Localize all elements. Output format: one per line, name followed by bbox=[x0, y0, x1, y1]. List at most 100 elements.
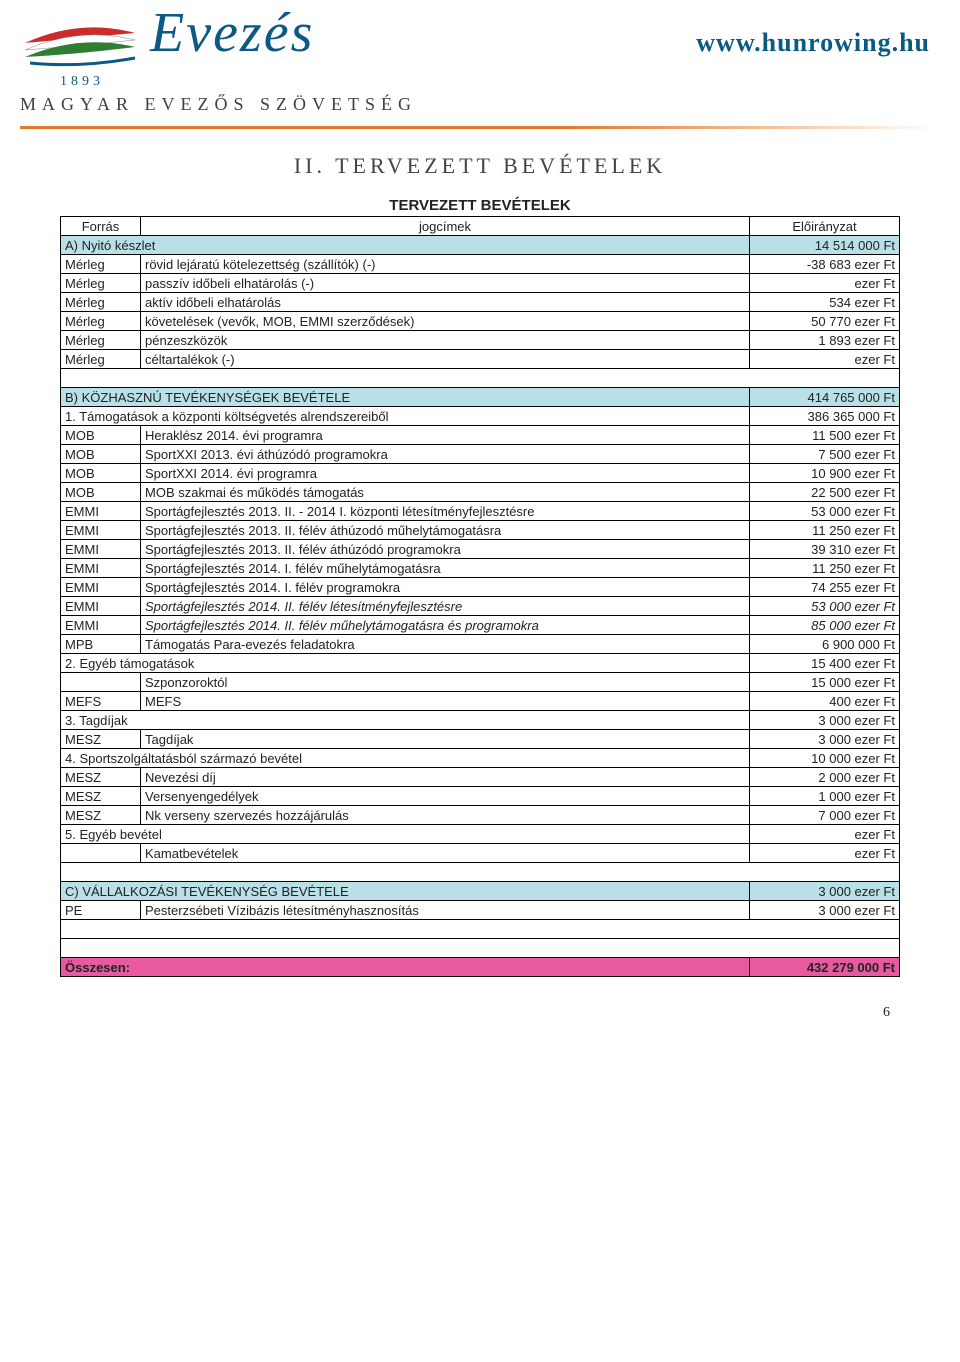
table-title: TERVEZETT BEVÉTELEK bbox=[60, 197, 900, 214]
website-url: www.hunrowing.hu bbox=[696, 28, 930, 58]
logo-text: Evezés bbox=[150, 8, 314, 58]
brand-name: Evezés bbox=[150, 8, 314, 58]
logo-icon bbox=[20, 8, 140, 78]
row-value: 3 000 ezer Ft bbox=[750, 901, 900, 920]
table-row: EMMISportágfejlesztés 2014. I. félév pro… bbox=[61, 578, 900, 597]
row-value: 2 000 ezer Ft bbox=[750, 768, 900, 787]
row-value: 15 000 ezer Ft bbox=[750, 673, 900, 692]
row-source: MOB bbox=[61, 464, 141, 483]
col-title: jogcímek bbox=[141, 217, 750, 236]
section-value: 3 000 ezer Ft bbox=[750, 882, 900, 901]
section-header-row: A) Nyitó készlet14 514 000 Ft bbox=[61, 236, 900, 255]
row-value: 1 893 ezer Ft bbox=[750, 331, 900, 350]
row-title: Támogatás Para-evezés feladatokra bbox=[141, 635, 750, 654]
row-source: MOB bbox=[61, 483, 141, 502]
row-title: követelések (vevők, MOB, EMMI szerződése… bbox=[141, 312, 750, 331]
row-title: aktív időbeli elhatárolás bbox=[141, 293, 750, 312]
row-value: ezer Ft bbox=[750, 350, 900, 369]
row-source: MOB bbox=[61, 445, 141, 464]
table-row: Mérlegcéltartalékok (-)ezer Ft bbox=[61, 350, 900, 369]
chapter-title: II. TERVEZETT BEVÉTELEK bbox=[60, 153, 900, 179]
table-row: MOBMOB szakmai és működés támogatás22 50… bbox=[61, 483, 900, 502]
row-source: EMMI bbox=[61, 559, 141, 578]
row-title: Nevezési díj bbox=[141, 768, 750, 787]
row-value: 386 365 000 Ft bbox=[750, 407, 900, 426]
total-value: 432 279 000 Ft bbox=[750, 958, 900, 977]
table-row: EMMISportágfejlesztés 2013. II. félév át… bbox=[61, 521, 900, 540]
table-row: 4. Sportszolgáltatásból származó bevétel… bbox=[61, 749, 900, 768]
table-row: Mérlegrövid lejáratú kötelezettség (szál… bbox=[61, 255, 900, 274]
row-source: MESZ bbox=[61, 768, 141, 787]
table-row: 1. Támogatások a központi költségvetés a… bbox=[61, 407, 900, 426]
table-row: Mérlegkövetelések (vevők, MOB, EMMI szer… bbox=[61, 312, 900, 331]
table-row: MOBSportXXI 2013. évi áthúzódó programok… bbox=[61, 445, 900, 464]
row-source: Mérleg bbox=[61, 255, 141, 274]
row-title: SportXXI 2013. évi áthúzódó programokra bbox=[141, 445, 750, 464]
table-row: MOBSportXXI 2014. évi programra10 900 ez… bbox=[61, 464, 900, 483]
row-title: Szponzoroktól bbox=[141, 673, 750, 692]
row-value: 1 000 ezer Ft bbox=[750, 787, 900, 806]
total-row: Összesen:432 279 000 Ft bbox=[61, 958, 900, 977]
row-title: passzív időbeli elhatárolás (-) bbox=[141, 274, 750, 293]
row-value: 3 000 ezer Ft bbox=[750, 730, 900, 749]
row-value: 11 500 ezer Ft bbox=[750, 426, 900, 445]
row-value: 3 000 ezer Ft bbox=[750, 711, 900, 730]
table-row: EMMISportágfejlesztés 2014. I. félév műh… bbox=[61, 559, 900, 578]
row-source: MEFS bbox=[61, 692, 141, 711]
section-label: A) Nyitó készlet bbox=[61, 236, 750, 255]
row-value: ezer Ft bbox=[750, 825, 900, 844]
table-row: Szponzoroktól15 000 ezer Ft bbox=[61, 673, 900, 692]
row-title: 2. Egyéb támogatások bbox=[61, 654, 750, 673]
section-header-row: C) VÁLLALKOZÁSI TEVÉKENYSÉG BEVÉTELE3 00… bbox=[61, 882, 900, 901]
table-row: MEFSMEFS400 ezer Ft bbox=[61, 692, 900, 711]
table-row: MESZNk verseny szervezés hozzájárulás7 0… bbox=[61, 806, 900, 825]
table-row: Mérlegpénzeszközök1 893 ezer Ft bbox=[61, 331, 900, 350]
row-value: 11 250 ezer Ft bbox=[750, 521, 900, 540]
row-value: 11 250 ezer Ft bbox=[750, 559, 900, 578]
spacer-row bbox=[61, 920, 900, 939]
row-source: EMMI bbox=[61, 578, 141, 597]
row-source: Mérleg bbox=[61, 274, 141, 293]
table-row: 2. Egyéb támogatások15 400 ezer Ft bbox=[61, 654, 900, 673]
page-header: Evezés 1893 MAGYAR EVEZŐS SZÖVETSÉG www.… bbox=[0, 0, 960, 120]
section-label: C) VÁLLALKOZÁSI TEVÉKENYSÉG BEVÉTELE bbox=[61, 882, 750, 901]
spacer-row bbox=[61, 369, 900, 388]
table-row: MPBTámogatás Para-evezés feladatokra6 90… bbox=[61, 635, 900, 654]
row-source: Mérleg bbox=[61, 331, 141, 350]
col-value: Előirányzat bbox=[750, 217, 900, 236]
row-value: 50 770 ezer Ft bbox=[750, 312, 900, 331]
row-title: pénzeszközök bbox=[141, 331, 750, 350]
row-source: Mérleg bbox=[61, 312, 141, 331]
table-row: 5. Egyéb bevételezer Ft bbox=[61, 825, 900, 844]
row-title: 4. Sportszolgáltatásból származó bevétel bbox=[61, 749, 750, 768]
row-source: EMMI bbox=[61, 540, 141, 559]
section-label: B) KÖZHASZNÚ TEVÉKENYSÉGEK BEVÉTELE bbox=[61, 388, 750, 407]
row-value: 39 310 ezer Ft bbox=[750, 540, 900, 559]
table-row: EMMISportágfejlesztés 2013. II. - 2014 I… bbox=[61, 502, 900, 521]
row-title: Tagdíjak bbox=[141, 730, 750, 749]
row-source: EMMI bbox=[61, 521, 141, 540]
section-header-row: B) KÖZHASZNÚ TEVÉKENYSÉGEK BEVÉTELE414 7… bbox=[61, 388, 900, 407]
main-content: II. TERVEZETT BEVÉTELEK TERVEZETT BEVÉTE… bbox=[0, 129, 960, 1051]
row-title: Sportágfejlesztés 2013. II. - 2014 I. kö… bbox=[141, 502, 750, 521]
row-value: 6 900 000 Ft bbox=[750, 635, 900, 654]
row-source: EMMI bbox=[61, 616, 141, 635]
row-source: MESZ bbox=[61, 806, 141, 825]
table-row: MOBHeraklész 2014. évi programra11 500 e… bbox=[61, 426, 900, 445]
row-title: Nk verseny szervezés hozzájárulás bbox=[141, 806, 750, 825]
table-row: Kamatbevételekezer Ft bbox=[61, 844, 900, 863]
table-row: EMMISportágfejlesztés 2013. II. félév át… bbox=[61, 540, 900, 559]
row-source: Mérleg bbox=[61, 293, 141, 312]
table-row: Mérlegaktív időbeli elhatárolás534 ezer … bbox=[61, 293, 900, 312]
row-source: PE bbox=[61, 901, 141, 920]
row-title: céltartalékok (-) bbox=[141, 350, 750, 369]
row-title: Versenyengedélyek bbox=[141, 787, 750, 806]
row-value: 22 500 ezer Ft bbox=[750, 483, 900, 502]
row-value: -38 683 ezer Ft bbox=[750, 255, 900, 274]
row-title: Sportágfejlesztés 2013. II. félév áthúzó… bbox=[141, 540, 750, 559]
table-row: MESZTagdíjak3 000 ezer Ft bbox=[61, 730, 900, 749]
revenue-table: Forrás jogcímek Előirányzat A) Nyitó kés… bbox=[60, 216, 900, 977]
row-title: MOB szakmai és működés támogatás bbox=[141, 483, 750, 502]
row-source: Mérleg bbox=[61, 350, 141, 369]
table-row: Mérlegpasszív időbeli elhatárolás (-)eze… bbox=[61, 274, 900, 293]
